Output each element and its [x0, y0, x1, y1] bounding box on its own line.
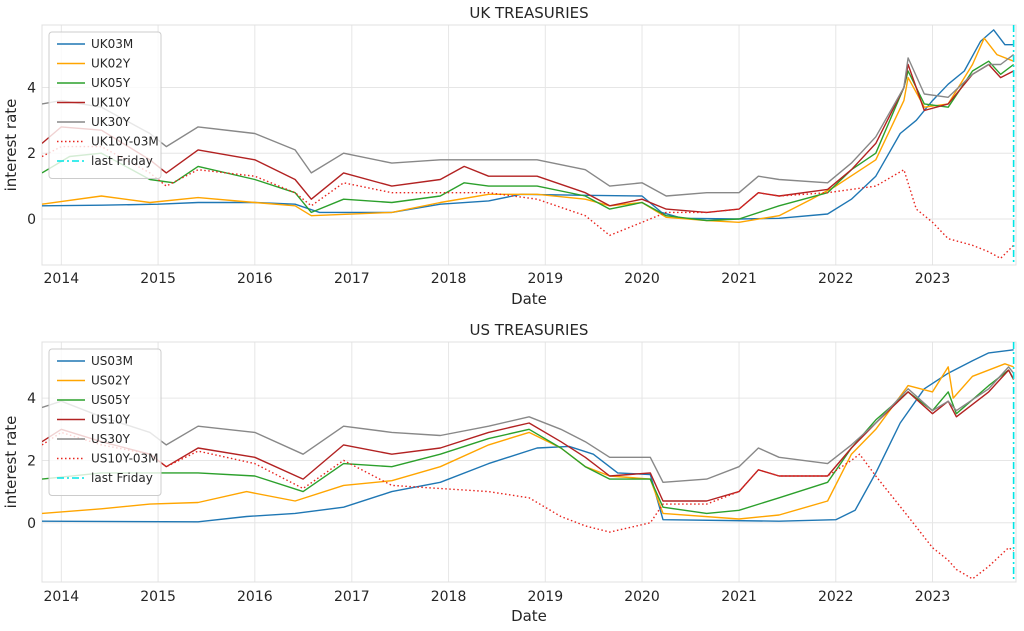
chart-0-legend-label-uk10y: UK10Y — [91, 96, 131, 110]
chart-0-xtick-2017: 2017 — [334, 271, 370, 287]
chart-0-xtick-2015: 2015 — [140, 271, 176, 287]
chart-1-legend: US03M US02Y US05Y US10Y US30Y US10Y-03M last F… — [48, 348, 162, 496]
chart-0-line-uk30y — [42, 54, 1015, 197]
chart-1-xtick-2016: 2016 — [237, 589, 273, 605]
chart-0-ytick-2: 2 — [27, 146, 36, 162]
chart-1-xtick-2022: 2022 — [818, 589, 854, 605]
chart-0-ytick-0: 0 — [27, 212, 36, 228]
chart-1-series-group — [42, 349, 1015, 580]
chart-0-legend-label-uk05y: UK05Y — [91, 76, 131, 90]
chart-0-xtick-2019: 2019 — [527, 271, 563, 287]
chart-1-line-us02y — [42, 363, 1014, 520]
chart-1-legend-label-us05y: US05Y — [91, 393, 131, 407]
chart-0-xtick-2022: 2022 — [818, 271, 854, 287]
chart-0-xtick-2021: 2021 — [721, 271, 757, 287]
chart-1-legend-label-us30y: US30Y — [91, 432, 131, 446]
chart-1-legend-label-us02y: US02Y — [91, 374, 131, 388]
chart-1-xtick-2018: 2018 — [431, 589, 467, 605]
chart-0-xtick-2016: 2016 — [237, 271, 273, 287]
chart-0-line-uk03m — [42, 29, 1014, 220]
chart-1-line-us05y — [42, 369, 1015, 515]
chart-0-series-group — [42, 29, 1015, 260]
chart-0-legend-label-uk02y: UK02Y — [91, 57, 131, 71]
chart-1-xtick-2023: 2023 — [915, 589, 951, 605]
chart-0-line-uk02y — [42, 37, 1014, 223]
chart-1-ytick-0: 0 — [27, 516, 36, 532]
chart-1-ytick-2: 2 — [27, 453, 36, 469]
chart-1-xtick-2014: 2014 — [44, 589, 80, 605]
chart-0-title: UK TREASURIES — [469, 4, 588, 22]
chart-0-xtick-2020: 2020 — [624, 271, 660, 287]
chart-1-line-us30y — [42, 366, 1015, 483]
chart-1-xtick-2020: 2020 — [624, 589, 660, 605]
chart-0-line-uk10y — [42, 63, 1014, 214]
chart-1-legend-label-us03m: US03M — [91, 354, 133, 368]
chart-0-ytick-4: 4 — [27, 80, 36, 96]
chart-1-legend-label-us10y: US10Y — [91, 413, 131, 427]
chart-1-ytick-4: 4 — [27, 391, 36, 407]
chart-0-plot-area — [41, 24, 1017, 266]
chart-1-title: US TREASURIES — [470, 321, 589, 339]
chart-0-legend-label-uk30y: UK30Y — [91, 115, 131, 129]
chart-1-xtick-2015: 2015 — [140, 589, 176, 605]
chart-0-legend-label-uk03m: UK03M — [91, 37, 133, 51]
chart-0-legend: UK03M UK02Y UK05Y UK10Y UK30Y UK10Y-03M last F… — [48, 31, 162, 179]
chart-0-xtick-2023: 2023 — [915, 271, 951, 287]
chart-1-panel: 2014 2015 2016 2017 2018 2019 2020 2021 2022 2023… — [2, 321, 1017, 625]
chart-0-legend-label-last-friday: last Friday — [91, 154, 153, 168]
chart-1-plot-area — [41, 341, 1017, 583]
chart-1-xtick-2021: 2021 — [721, 589, 757, 605]
chart-1-line-us03m — [42, 349, 1014, 523]
chart-0-ylabel: interest rate — [2, 99, 20, 192]
chart-1-xtick-2017: 2017 — [334, 589, 370, 605]
chart-0-xtick-2014: 2014 — [44, 271, 80, 287]
chart-0-line-uk05y — [42, 60, 1015, 222]
chart-1-legend-label-last-friday: last Friday — [91, 471, 153, 485]
chart-0-xlabel: Date — [511, 290, 547, 308]
chart-1-legend-label-us10y-03m: US10Y-03M — [91, 452, 159, 466]
chart-1-line-us10y — [42, 369, 1015, 502]
chart-1-ylabel: interest rate — [2, 416, 20, 509]
chart-1-xtick-2019: 2019 — [527, 589, 563, 605]
chart-0-panel: 2014 2015 2016 2017 2018 2019 2020 2021 2022 2023… — [2, 4, 1017, 308]
chart-0-line-uk10y-03m — [42, 145, 1015, 260]
chart-1-xlabel: Date — [511, 607, 547, 625]
chart-0-xtick-2018: 2018 — [431, 271, 467, 287]
chart-0-legend-label-uk10y-03m: UK10Y-03M — [91, 135, 159, 149]
